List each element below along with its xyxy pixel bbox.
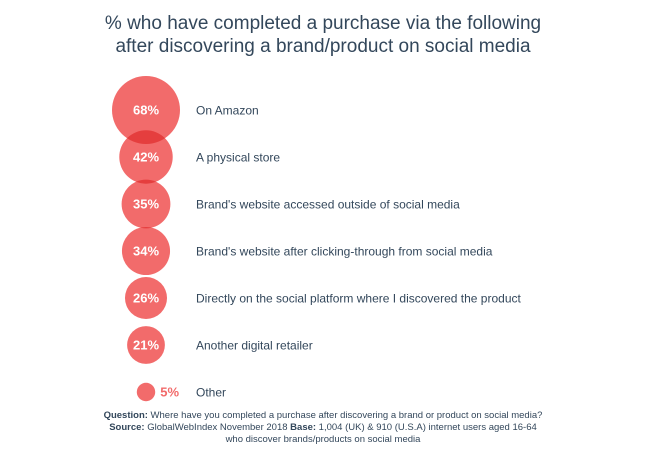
category-label-on-amazon: On Amazon <box>196 104 259 118</box>
value-label-other: 5% <box>160 385 179 400</box>
labels: 68% On Amazon 42% A physical store 35% Brand'… <box>133 103 522 400</box>
footnote-question-text: Where have you completed a purchase afte… <box>147 410 543 421</box>
value-label-directly-on-the-social-platform-where-i-discovered-the-product: 26% <box>133 291 159 306</box>
bubble-another-digital-retailer <box>127 326 165 364</box>
footnote-source-text: GlobalWebIndex November 2018 <box>144 422 288 433</box>
footnote-source-label: Source: <box>109 422 145 433</box>
value-label-brand-s-website-after-clicking-through-from-social-media: 34% <box>133 244 159 259</box>
value-label-on-amazon: 68% <box>133 103 159 118</box>
bubble-a-physical-store <box>119 130 173 184</box>
bubble-brand-s-website-after-clicking-through-from-social-media <box>121 226 171 276</box>
footnote-question-label: Question: <box>103 410 148 421</box>
bubble-other <box>136 382 156 402</box>
footnote: Question: Where have you completed a pur… <box>100 410 546 446</box>
bubble-brand-s-website-accessed-outside-of-social-media <box>121 179 171 229</box>
category-label-directly-on-the-social-platform-where-i-discovered-the-product: Directly on the social platform where I … <box>196 292 521 306</box>
category-label-other: Other <box>196 386 226 400</box>
category-label-brand-s-website-accessed-outside-of-social-media: Brand's website accessed outside of soci… <box>196 198 460 212</box>
bubble-on-amazon <box>112 76 180 144</box>
chart-title-line-1: % who have completed a purchase via the … <box>104 13 542 34</box>
category-label-brand-s-website-after-clicking-through-from-social-media: Brand's website after clicking-through f… <box>196 245 493 259</box>
bubble-directly-on-the-social-platform-where-i-discovered-the-product <box>124 276 168 320</box>
value-label-another-digital-retailer: 21% <box>133 338 159 353</box>
value-label-brand-s-website-accessed-outside-of-social-media: 35% <box>133 197 159 212</box>
footnote-base-label: Base: <box>287 422 317 433</box>
value-label-a-physical-store: 42% <box>133 150 159 165</box>
bubbles <box>112 76 180 402</box>
chart-title-line-2: after discovering a brand/product on soc… <box>115 36 531 57</box>
category-label-another-digital-retailer: Another digital retailer <box>196 339 313 353</box>
category-label-a-physical-store: A physical store <box>196 151 280 165</box>
footnote-base-text: 1,004 (UK) & 910 (U.S.A) internet users … <box>225 422 537 445</box>
chart-title: % who have completed a purchase via the … <box>0 12 646 58</box>
